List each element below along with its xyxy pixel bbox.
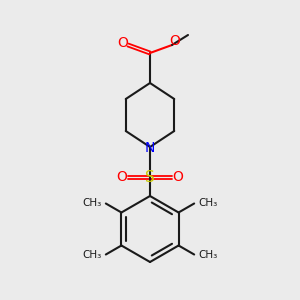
Text: CH₃: CH₃: [198, 250, 218, 260]
Text: CH₃: CH₃: [198, 199, 218, 208]
Text: O: O: [118, 36, 128, 50]
Text: CH₃: CH₃: [82, 250, 102, 260]
Text: O: O: [172, 170, 183, 184]
Text: O: O: [117, 170, 128, 184]
Text: N: N: [145, 141, 155, 155]
Text: S: S: [145, 169, 155, 184]
Text: O: O: [169, 34, 180, 48]
Text: CH₃: CH₃: [82, 199, 102, 208]
